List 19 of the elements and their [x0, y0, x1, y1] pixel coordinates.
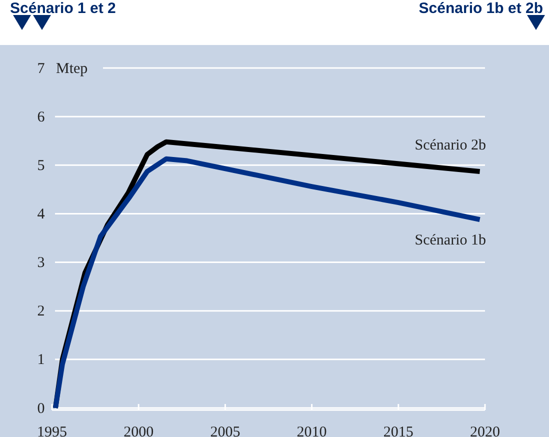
y-tick-label: 7 [37, 60, 46, 77]
text: Scénario 1 et 2 [10, 0, 116, 17]
series-label: Scénario 2b [414, 137, 486, 154]
y-tick-label: 3 [37, 255, 45, 272]
y-tick-label: 0 [37, 400, 45, 417]
y-axis-title: Mtep [56, 61, 88, 77]
x-tick-label: 2000 [124, 424, 154, 437]
text: Scénario 1b et 2b [418, 0, 543, 17]
y-tick-label: 4 [37, 206, 46, 223]
y-tick-label: 2 [37, 304, 45, 320]
series-label: Scénario 1b [414, 232, 486, 249]
x-tick-label: 2020 [470, 424, 500, 437]
y-tick-label: 6 [37, 109, 46, 126]
x-tick-label: 2005 [210, 424, 240, 437]
x-tick-label: 1995 [37, 424, 67, 437]
x-tick-label: 2015 [383, 424, 414, 437]
x-tick-label: 2010 [296, 424, 327, 437]
y-tick-label: 1 [37, 352, 45, 368]
y-tick-label: 5 [37, 158, 45, 174]
